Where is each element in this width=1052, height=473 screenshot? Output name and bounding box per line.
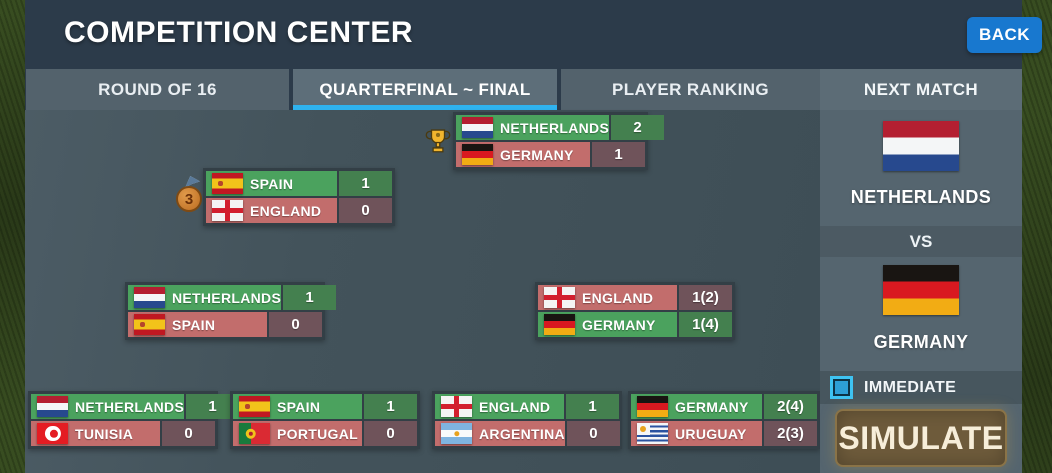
spain-flag-icon — [212, 173, 243, 194]
match-row: NETHERLANDS 2 — [456, 115, 665, 140]
netherlands-flag-icon — [37, 396, 68, 417]
checkbox-fill — [835, 381, 848, 394]
match-score: 2(4) — [762, 394, 817, 419]
match-third-place: SPAIN 1 ENGLAND 0 — [203, 168, 395, 226]
spain-flag-icon — [134, 314, 165, 335]
netherlands-flag-icon — [462, 117, 493, 138]
page-title: COMPETITION CENTER — [64, 16, 414, 49]
match-semifinal-2: ENGLAND 1(2) GERMANY 1(4) — [535, 282, 735, 340]
england-flag-icon — [441, 396, 472, 417]
match-quarterfinal-1: NETHERLANDS 1 TUNISIA 0 — [28, 391, 240, 449]
uruguay-flag-icon — [637, 423, 668, 444]
team-name: SPAIN — [277, 398, 321, 415]
team-name: NETHERLANDS — [75, 398, 185, 415]
team-name: GERMANY — [500, 146, 574, 163]
tab-label: QUARTERFINAL ~ FINAL — [319, 79, 531, 99]
match-quarterfinal-3: ENGLAND 1 ARGENTINA 0 — [432, 391, 622, 449]
match-score: 1 — [590, 142, 645, 167]
match-row: ENGLAND 1(2) — [538, 285, 732, 310]
match-score: 1(4) — [677, 312, 732, 337]
match-row: PORTUGAL 0 — [233, 421, 417, 446]
team-name: NETHERLANDS — [172, 289, 282, 306]
spain-flag-icon — [239, 396, 270, 417]
germany-flag-icon — [637, 396, 668, 417]
match-score: 1 — [184, 394, 240, 419]
team-name: ENGLAND — [582, 289, 654, 306]
bracket-area: NETHERLANDS 2 GERMANY 1 3 SPAIN 1 ENGLAN… — [25, 110, 820, 473]
medal-rank: 3 — [176, 186, 202, 212]
back-button[interactable]: BACK — [967, 17, 1042, 53]
simulate-button[interactable]: SIMULATE — [835, 409, 1007, 467]
match-quarterfinal-4: GERMANY 2(4) URUGUAY 2(3) — [628, 391, 820, 449]
team-name: GERMANY — [675, 398, 749, 415]
tab-player-ranking[interactable]: PLAYER RANKING — [561, 69, 820, 110]
match-row: TUNISIA 0 — [31, 421, 215, 446]
match-row: ENGLAND 0 — [206, 198, 392, 223]
match-score: 1 — [362, 394, 417, 419]
match-row: GERMANY 1 — [456, 142, 645, 167]
match-score: 0 — [362, 421, 417, 446]
gold-trophy-icon — [425, 129, 451, 153]
match-row: SPAIN 0 — [128, 312, 322, 337]
netherlands-flag-icon — [883, 121, 959, 171]
immediate-checkbox[interactable] — [830, 376, 853, 399]
match-row: NETHERLANDS 1 — [128, 285, 337, 310]
team-name: ENGLAND — [479, 398, 551, 415]
tunisia-flag-icon — [37, 423, 68, 444]
england-flag-icon — [544, 287, 575, 308]
away-team-name: GERMANY — [873, 332, 969, 352]
match-score: 0 — [564, 421, 620, 446]
match-score: 0 — [160, 421, 215, 446]
argentina-flag-icon — [441, 423, 472, 444]
tab-quarterfinal-final[interactable]: QUARTERFINAL ~ FINAL — [293, 69, 557, 110]
next-match-header: NEXT MATCH — [820, 69, 1022, 110]
match-row: GERMANY 1(4) — [538, 312, 732, 337]
match-row: ENGLAND 1 — [435, 394, 619, 419]
match-score: 1 — [564, 394, 619, 419]
match-score: 0 — [267, 312, 322, 337]
team-name: SPAIN — [172, 316, 216, 333]
match-row: GERMANY 2(4) — [631, 394, 817, 419]
team-name: ENGLAND — [250, 202, 322, 219]
immediate-label: IMMEDIATE — [864, 378, 957, 396]
germany-flag-icon — [462, 144, 493, 165]
germany-flag-icon — [544, 314, 575, 335]
match-score: 0 — [337, 198, 392, 223]
match-final: NETHERLANDS 2 GERMANY 1 — [453, 112, 665, 170]
match-score: 2 — [609, 115, 665, 140]
home-team-name: NETHERLANDS — [850, 187, 992, 207]
bronze-medal-icon: 3 — [175, 176, 205, 214]
match-semifinal-1: NETHERLANDS 1 SPAIN 0 — [125, 282, 337, 340]
match-score: 1 — [337, 171, 392, 196]
immediate-row: IMMEDIATE — [820, 371, 1022, 404]
match-score: 1(2) — [677, 285, 732, 310]
next-match-panel: NEXT MATCH NETHERLANDS VS GERMANY IMMEDI… — [820, 69, 1022, 473]
match-row: NETHERLANDS 1 — [31, 394, 240, 419]
team-name: NETHERLANDS — [500, 119, 610, 136]
tab-label: PLAYER RANKING — [611, 79, 770, 99]
team-name: TUNISIA — [75, 425, 134, 442]
match-row: SPAIN 1 — [206, 171, 392, 196]
match-row: URUGUAY 2(3) — [631, 421, 817, 446]
match-score: 1 — [281, 285, 337, 310]
tab-round-of-16[interactable]: ROUND OF 16 — [26, 69, 289, 110]
team-name: ARGENTINA — [479, 425, 565, 442]
match-quarterfinal-2: SPAIN 1 PORTUGAL 0 — [230, 391, 420, 449]
portugal-flag-icon — [239, 423, 270, 444]
germany-flag-icon — [883, 265, 959, 315]
tab-label: ROUND OF 16 — [98, 79, 217, 99]
team-name: GERMANY — [582, 316, 656, 333]
match-score: 2(3) — [762, 421, 817, 446]
team-name: PORTUGAL — [277, 425, 358, 442]
team-name: URUGUAY — [675, 425, 747, 442]
vs-label: VS — [820, 226, 1022, 257]
match-row: ARGENTINA 0 — [435, 421, 620, 446]
team-name: SPAIN — [250, 175, 294, 192]
match-row: SPAIN 1 — [233, 394, 417, 419]
netherlands-flag-icon — [134, 287, 165, 308]
england-flag-icon — [212, 200, 243, 221]
